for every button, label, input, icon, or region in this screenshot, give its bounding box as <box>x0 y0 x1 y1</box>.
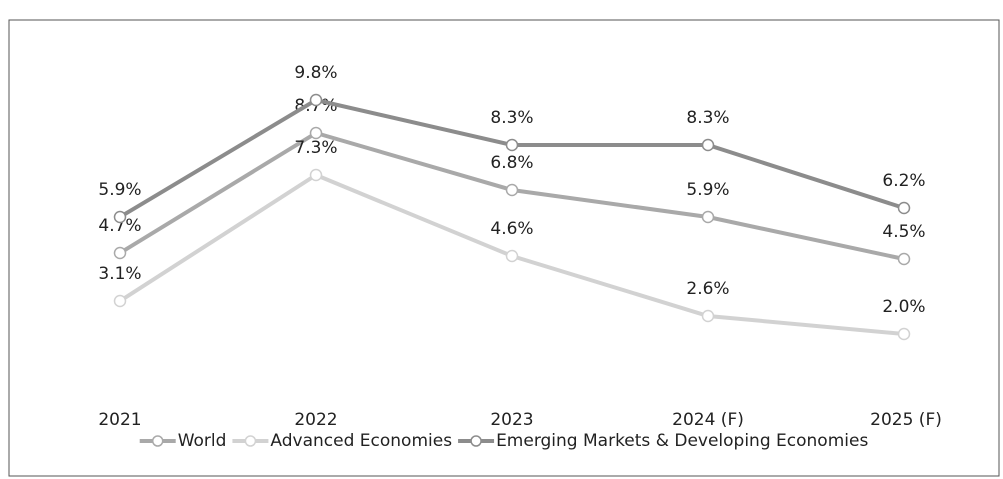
legend-label: Emerging Markets & Developing Economies <box>496 431 868 451</box>
data-point <box>701 309 715 323</box>
legend-marker <box>151 435 164 447</box>
data-point <box>897 252 911 266</box>
data-label: 8.3% <box>490 108 533 128</box>
data-point <box>505 249 519 263</box>
x-tick-label: 2021 <box>98 410 141 430</box>
data-point <box>113 246 127 260</box>
data-label: 9.8% <box>294 63 337 83</box>
data-point <box>897 327 911 341</box>
data-point <box>897 201 911 215</box>
legend-label: Advanced Economies <box>270 431 452 451</box>
data-label: 3.1% <box>98 264 141 284</box>
data-point <box>701 138 715 152</box>
data-label: 5.9% <box>686 180 729 200</box>
data-point <box>309 93 323 107</box>
x-tick-label: 2025 (F) <box>870 410 942 430</box>
x-tick-label: 2023 <box>490 410 533 430</box>
chart-frame <box>8 19 1000 477</box>
data-label: 6.2% <box>882 171 925 191</box>
data-label: 8.3% <box>686 108 729 128</box>
data-point <box>309 126 323 140</box>
data-label: 4.6% <box>490 219 533 239</box>
legend-marker <box>470 435 482 447</box>
legend-marker <box>244 435 257 447</box>
legend-item: Advanced Economies <box>232 431 452 451</box>
data-label: 5.9% <box>98 180 141 200</box>
data-label: 7.3% <box>294 138 337 158</box>
legend-item: Emerging Markets & Developing Economies <box>458 431 868 451</box>
data-label: 4.5% <box>882 222 925 242</box>
data-label: 6.8% <box>490 153 533 173</box>
data-point <box>113 210 127 224</box>
data-point <box>505 183 519 197</box>
x-tick-label: 2024 (F) <box>672 410 744 430</box>
legend-item: World <box>139 431 227 451</box>
legend-label: World <box>178 431 227 451</box>
data-label: 2.6% <box>686 279 729 299</box>
data-point <box>505 138 519 152</box>
data-point <box>701 210 715 224</box>
data-label: 2.0% <box>882 297 925 317</box>
x-tick-label: 2022 <box>294 410 337 430</box>
data-label: 4.7% <box>98 216 141 236</box>
data-point <box>113 294 127 308</box>
data-point <box>309 168 323 182</box>
